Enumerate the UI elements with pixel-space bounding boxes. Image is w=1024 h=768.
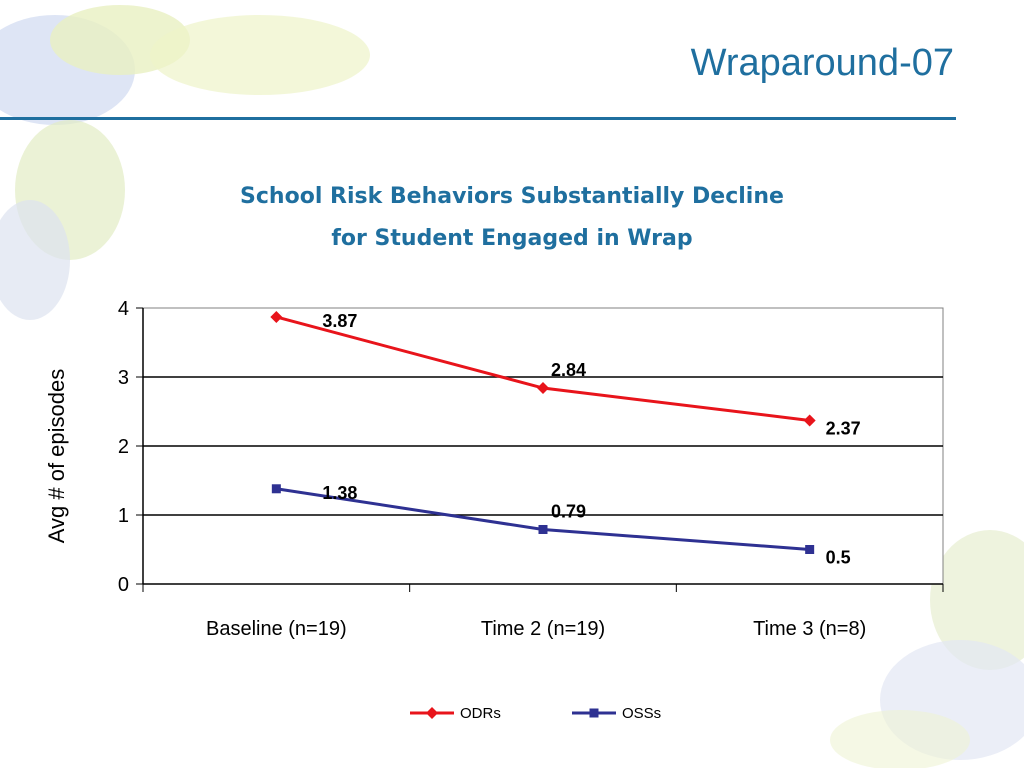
data-point-osss — [538, 524, 548, 534]
legend-label-odrs: ODRs — [460, 705, 501, 722]
data-point-odrs — [537, 382, 549, 395]
slide-title: Wraparound-07 — [690, 42, 954, 84]
x-tick-label: Time 3 (n=8) — [753, 618, 866, 640]
y-tick-label: 1 — [118, 505, 129, 527]
y-tick-label: 2 — [118, 436, 129, 458]
data-label-osss: 0.5 — [826, 548, 851, 568]
chart-title-line-1: School Risk Behaviors Substantially Decl… — [240, 184, 784, 209]
data-label-osss: 1.38 — [322, 483, 357, 503]
data-point-odrs — [803, 414, 816, 427]
data-point-osss — [805, 545, 815, 554]
y-tick-label: 4 — [118, 298, 129, 320]
data-label-osss: 0.79 — [551, 501, 586, 521]
legend-marker-odrs — [426, 707, 438, 719]
title-divider — [0, 117, 956, 120]
x-tick-label: Baseline (n=19) — [206, 618, 347, 640]
y-tick-label: 0 — [118, 574, 129, 596]
data-label-odrs: 2.84 — [551, 360, 586, 380]
data-label-odrs: 2.37 — [826, 418, 861, 438]
legend-label-osss: OSSs — [622, 705, 661, 722]
data-label-odrs: 3.87 — [322, 311, 357, 331]
x-tick-label: Time 2 (n=19) — [481, 618, 605, 640]
y-tick-label: 3 — [118, 367, 129, 389]
y-axis-label: Avg # of episodes — [44, 369, 69, 544]
legend-marker-osss — [589, 708, 599, 718]
data-point-osss — [271, 484, 281, 494]
data-point-odrs — [270, 310, 283, 323]
chart-title-line-2: for Student Engaged in Wrap — [331, 226, 693, 251]
